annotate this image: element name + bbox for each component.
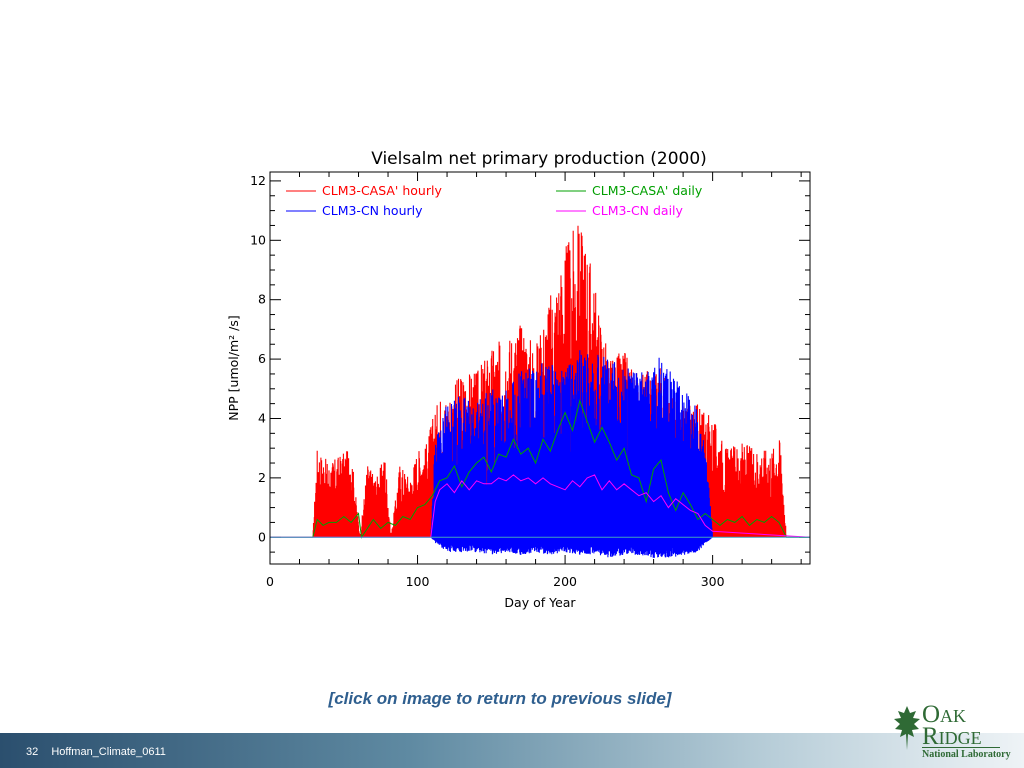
chart-title: Vielsalm net primary production (2000) <box>371 149 707 169</box>
y-tick-label: 4 <box>258 410 266 425</box>
logo-rule <box>922 747 1000 748</box>
y-tick-labels: 0 2 4 6 8 10 12 <box>250 173 266 544</box>
y-tick-label: 10 <box>250 232 266 247</box>
x-tick-labels: 0 100 200 300 <box>266 574 725 589</box>
logo-ridge: Ridge <box>922 723 982 750</box>
series-clm3-casa-daily <box>270 398 810 539</box>
legend: CLM3-CASA' hourly CLM3-CN hourly CLM3-CASA… <box>286 183 703 218</box>
footer: 32 Hoffman_Climate_0611 <box>26 746 176 758</box>
x-axis-label: Day of Year <box>504 595 576 610</box>
logo-oak: Oak <box>922 701 967 728</box>
y-tick-label: 0 <box>258 529 266 544</box>
y-tick-label: 8 <box>258 292 266 307</box>
legend-label: CLM3-CN daily <box>592 203 684 218</box>
series-clm3-cn-hourly <box>430 350 713 558</box>
series-layer <box>270 225 811 558</box>
y-axis-label: NPP [umol/m² /s] <box>226 315 241 420</box>
series-clm3-cn-daily <box>270 474 811 538</box>
oak-leaf-icon <box>894 706 920 750</box>
legend-label: CLM3-CN hourly <box>322 203 423 218</box>
page-number: 32 <box>26 746 39 758</box>
ornl-logo: Oak Ridge National Laboratory <box>892 700 1011 760</box>
x-tick-label: 100 <box>406 574 430 589</box>
plot-frame <box>269 171 811 565</box>
footer-bar <box>0 733 1024 768</box>
x-tick-label: 200 <box>553 574 577 589</box>
npp-chart[interactable]: Vielsalm net primary production (2000) D… <box>0 0 1024 700</box>
y-tick-label: 6 <box>258 351 266 366</box>
legend-label: CLM3-CASA' hourly <box>322 183 442 198</box>
x-tick-label: 0 <box>266 574 274 589</box>
return-link-caption[interactable]: [click on image to return to previous sl… <box>328 689 672 708</box>
y-tick-label: 2 <box>258 470 266 485</box>
logo-lab: National Laboratory <box>922 749 1011 760</box>
footer-label: Hoffman_Climate_0611 <box>51 746 166 758</box>
legend-label: CLM3-CASA' daily <box>592 183 703 198</box>
x-tick-label: 300 <box>701 574 725 589</box>
y-tick-label: 12 <box>250 173 266 188</box>
